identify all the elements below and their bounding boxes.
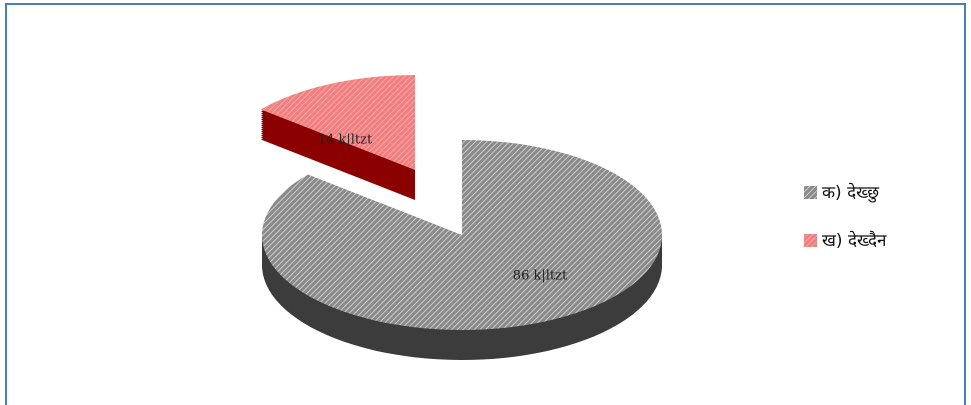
legend-label: ख) देख्दैन [822, 230, 887, 251]
legend-swatch [804, 234, 817, 247]
value-label: 86 k|ltzt [513, 269, 568, 284]
legend-label: क) देख्छु [822, 182, 880, 203]
pie-slice [262, 140, 662, 330]
pie: 86 k|ltzt 14 k|ltzt [260, 75, 662, 360]
pie-slice [260, 75, 415, 170]
value-label: 14 k|ltzt [318, 133, 373, 148]
legend: क) देख्छु ख) देख्दैन [804, 182, 887, 251]
legend-swatch [804, 186, 817, 199]
